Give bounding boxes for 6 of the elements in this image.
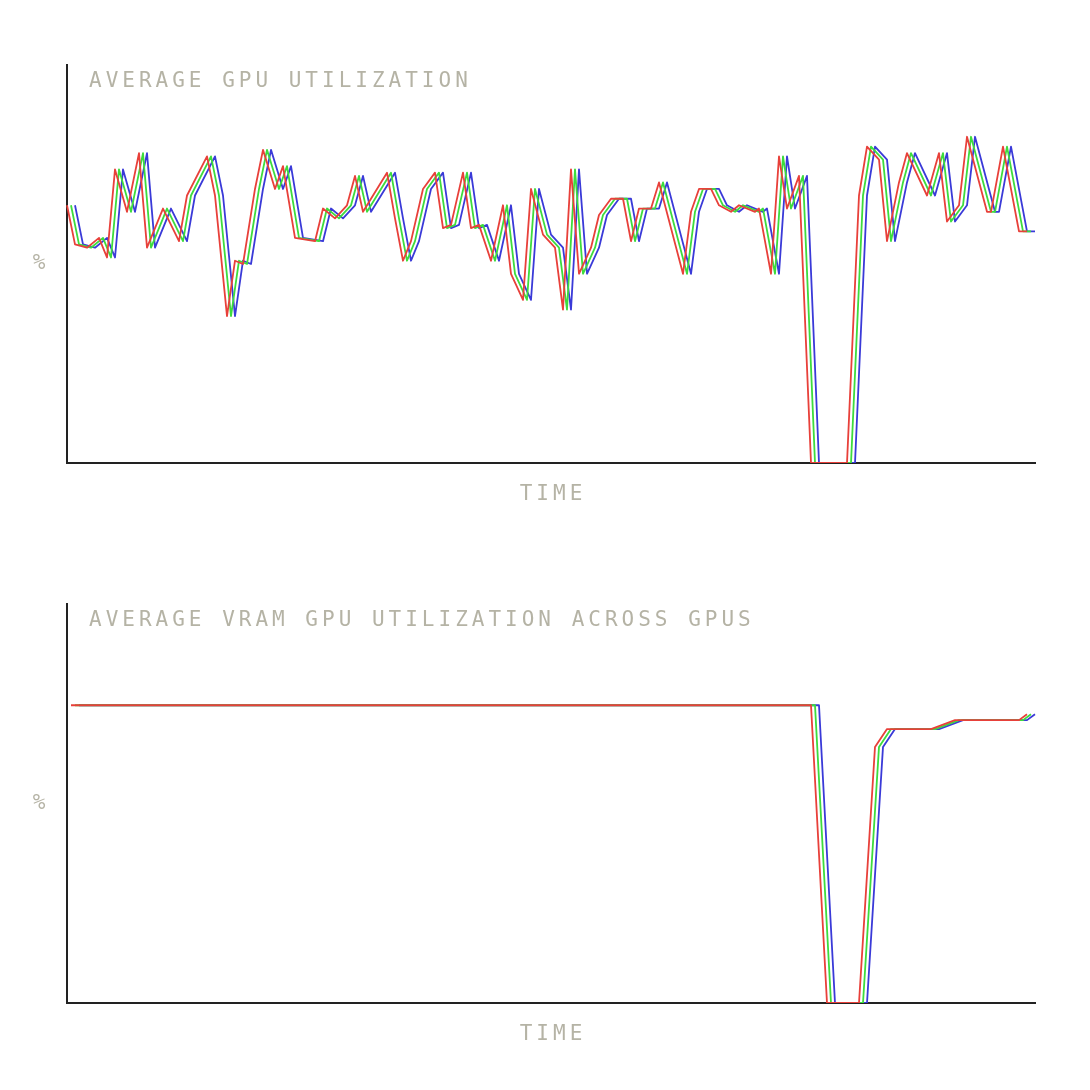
y-axis-title: % bbox=[32, 250, 50, 275]
chart-title: AVERAGE GPU UTILIZATION bbox=[89, 68, 472, 93]
x-axis-title: TIME bbox=[519, 481, 587, 506]
y-axis-title: % bbox=[32, 789, 50, 814]
x-axis-title: TIME bbox=[519, 1021, 587, 1046]
chart-title: AVERAGE VRAM GPU UTILIZATION ACROSS GPUS bbox=[89, 607, 755, 632]
